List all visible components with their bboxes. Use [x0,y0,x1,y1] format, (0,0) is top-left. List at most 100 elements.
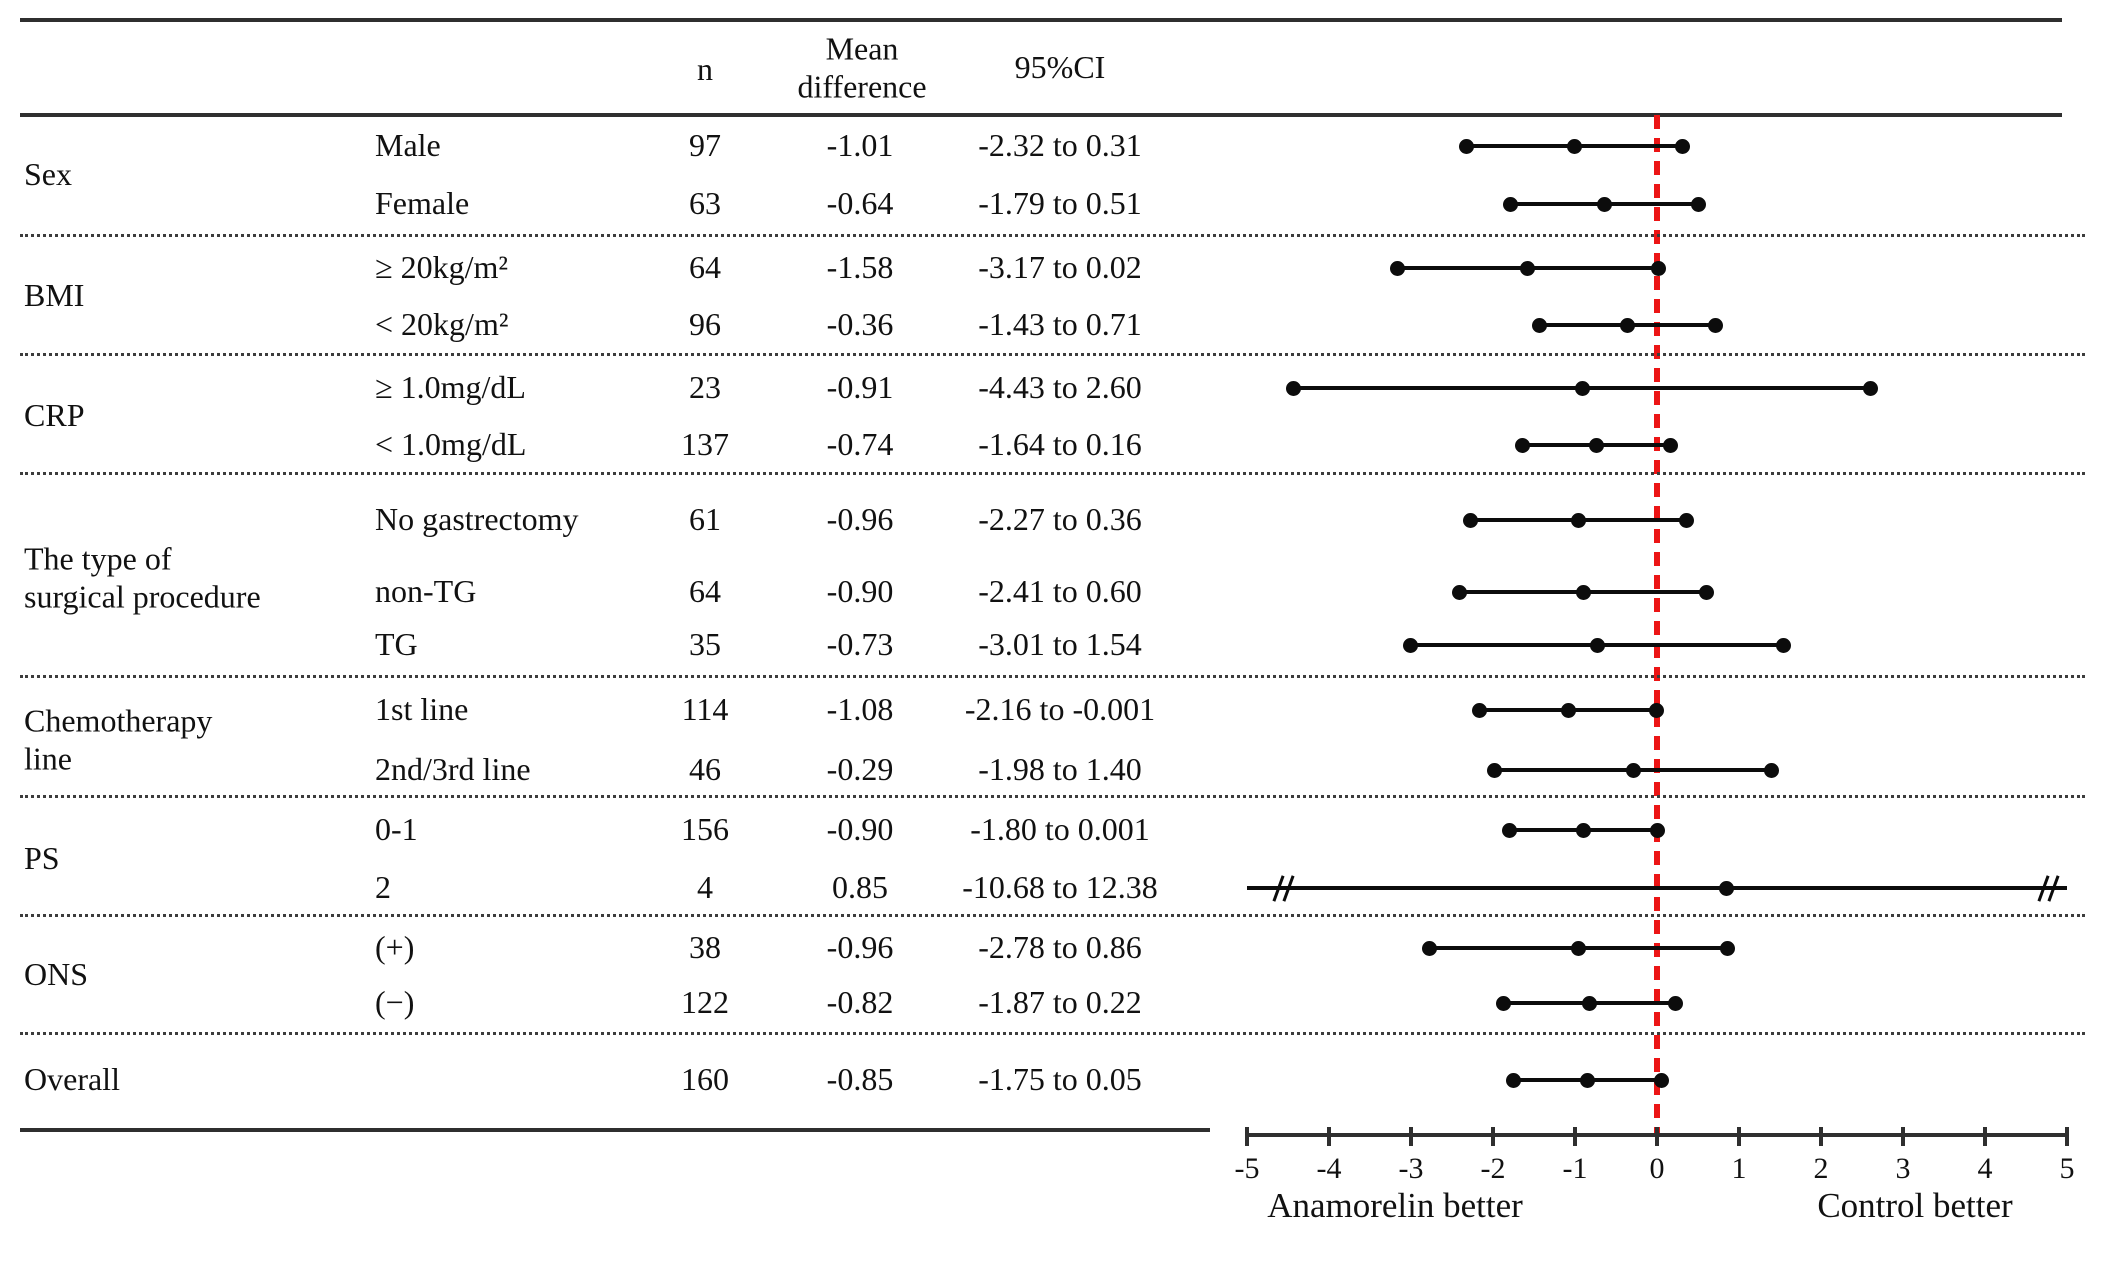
row-n-value: 4 [697,869,713,906]
row-mean-value: -0.90 [826,573,894,610]
row-ci-value: -1.64 to 0.16 [978,426,1142,463]
row-level-label: 1st line [375,691,469,728]
ci-end-dot [1667,995,1683,1011]
row-n-value: 23 [689,369,721,406]
row-n-value: 137 [681,426,729,463]
row-n-value: 114 [681,691,729,728]
ci-end-dot [1502,196,1518,212]
axis-tick-label: 5 [2059,1152,2075,1185]
row-mean-value: -0.90 [826,811,894,848]
ci-end-dot [1496,995,1512,1011]
group-label-line: line [24,740,72,776]
row-n-value: 96 [689,306,721,343]
row-mean-value: -0.91 [826,369,894,406]
column-header-ci: 95%CI [1014,49,1106,86]
column-header-mean-line1: Mean [825,30,899,67]
axis-tick-label: -3 [1398,1152,1424,1185]
axis-tick-label: 3 [1895,1152,1911,1185]
row-ci-value: -1.79 to 0.51 [978,185,1142,222]
mean-dot [1575,584,1591,600]
row-n-value: 64 [689,573,721,610]
row-mean-value: -1.58 [826,249,894,286]
group-label-line: surgical procedure [24,578,261,614]
group-label-line: ONS [24,956,89,993]
zero-reference-line [1654,115,1660,1135]
row-ci-value: -2.16 to -0.001 [964,691,1156,728]
row-ci-value: -2.78 to 0.86 [978,929,1142,966]
ci-end-dot [1653,1072,1669,1088]
group-label: BMI [24,277,84,315]
separator-dotted [20,675,2085,678]
axis-tick-label: -4 [1316,1152,1342,1185]
group-label-line: PS [24,840,60,877]
ci-end-dot [1720,940,1736,956]
row-ci-value: -3.01 to 1.54 [978,626,1142,663]
ci-end-dot [1421,940,1437,956]
row-level-label: 0-1 [375,811,418,848]
row-level-label: ≥ 1.0mg/dL [375,369,526,406]
row-ci-value: -1.80 to 0.001 [970,811,1150,848]
ci-end-dot [1463,512,1479,528]
axis-tick [2065,1127,2069,1146]
table-top-rule [20,18,2062,22]
axis-tick-label: 1 [1731,1152,1747,1185]
ci-end-dot [1487,762,1503,778]
separator-dotted [20,914,2085,917]
row-mean-value: -1.01 [826,127,894,164]
row-mean-value: -0.64 [826,185,894,222]
row-ci-value: -2.27 to 0.36 [978,501,1142,538]
mean-dot [1625,762,1641,778]
group-label: PS [24,840,60,878]
row-level-label: < 20kg/m² [375,306,509,343]
mean-dot [1575,822,1591,838]
ci-end-dot [1662,437,1678,453]
axis-label-right: Control better [1817,1186,2013,1225]
group-label-line: CRP [24,397,85,434]
row-mean-value: -0.85 [826,1061,894,1098]
ci-end-dot [1459,138,1475,154]
separator-dotted [20,234,2085,237]
row-n-value: 97 [689,127,721,164]
row-level-label: non-TG [375,573,477,610]
row-n-value: 156 [681,811,729,848]
group-label: Overall [24,1061,120,1099]
row-ci-value: -2.41 to 0.60 [978,573,1142,610]
table-bottom-rule [20,1128,1210,1132]
row-ci-value: -1.98 to 1.40 [978,751,1142,788]
row-level-label: ≥ 20kg/m² [375,249,508,286]
row-n-value: 35 [689,626,721,663]
row-mean-value: -0.73 [826,626,894,663]
ci-end-dot [1506,1072,1521,1088]
ci-end-dot [1674,138,1690,154]
ci-end-dot [1389,260,1405,276]
group-label-line: BMI [24,277,85,314]
ci-end-dot [1515,437,1531,453]
row-mean-value: -0.96 [826,501,894,538]
row-ci-value: -2.32 to 0.31 [978,127,1142,164]
mean-dot [1560,702,1576,718]
row-n-value: 160 [681,1061,729,1098]
ci-end-dot [1451,584,1467,600]
row-n-value: 61 [689,501,721,538]
row-mean-value: -0.74 [826,426,894,463]
ci-end-dot [1286,380,1302,396]
ci-end-dot [1402,637,1418,653]
row-ci-value: -1.87 to 0.22 [978,984,1142,1021]
axis-tick-label: -1 [1562,1152,1588,1185]
group-label-line: Chemotherapy [24,702,213,739]
row-ci-value: -4.43 to 2.60 [978,369,1142,406]
ci-end-dot [1501,822,1517,838]
row-mean-value: -0.36 [826,306,894,343]
row-mean-value: -0.82 [826,984,894,1021]
ci-end-dot [1707,317,1723,333]
row-level-label: < 1.0mg/dL [375,426,527,463]
mean-dot [1582,995,1598,1011]
ci-end-dot [1472,702,1488,718]
ci-whisker-clipped [1247,886,2067,890]
mean-dot [1574,380,1590,396]
row-level-label: 2nd/3rd line [375,751,531,788]
row-ci-value: -1.75 to 0.05 [978,1061,1142,1098]
row-ci-value: -3.17 to 0.02 [978,249,1142,286]
row-n-value: 64 [689,249,721,286]
